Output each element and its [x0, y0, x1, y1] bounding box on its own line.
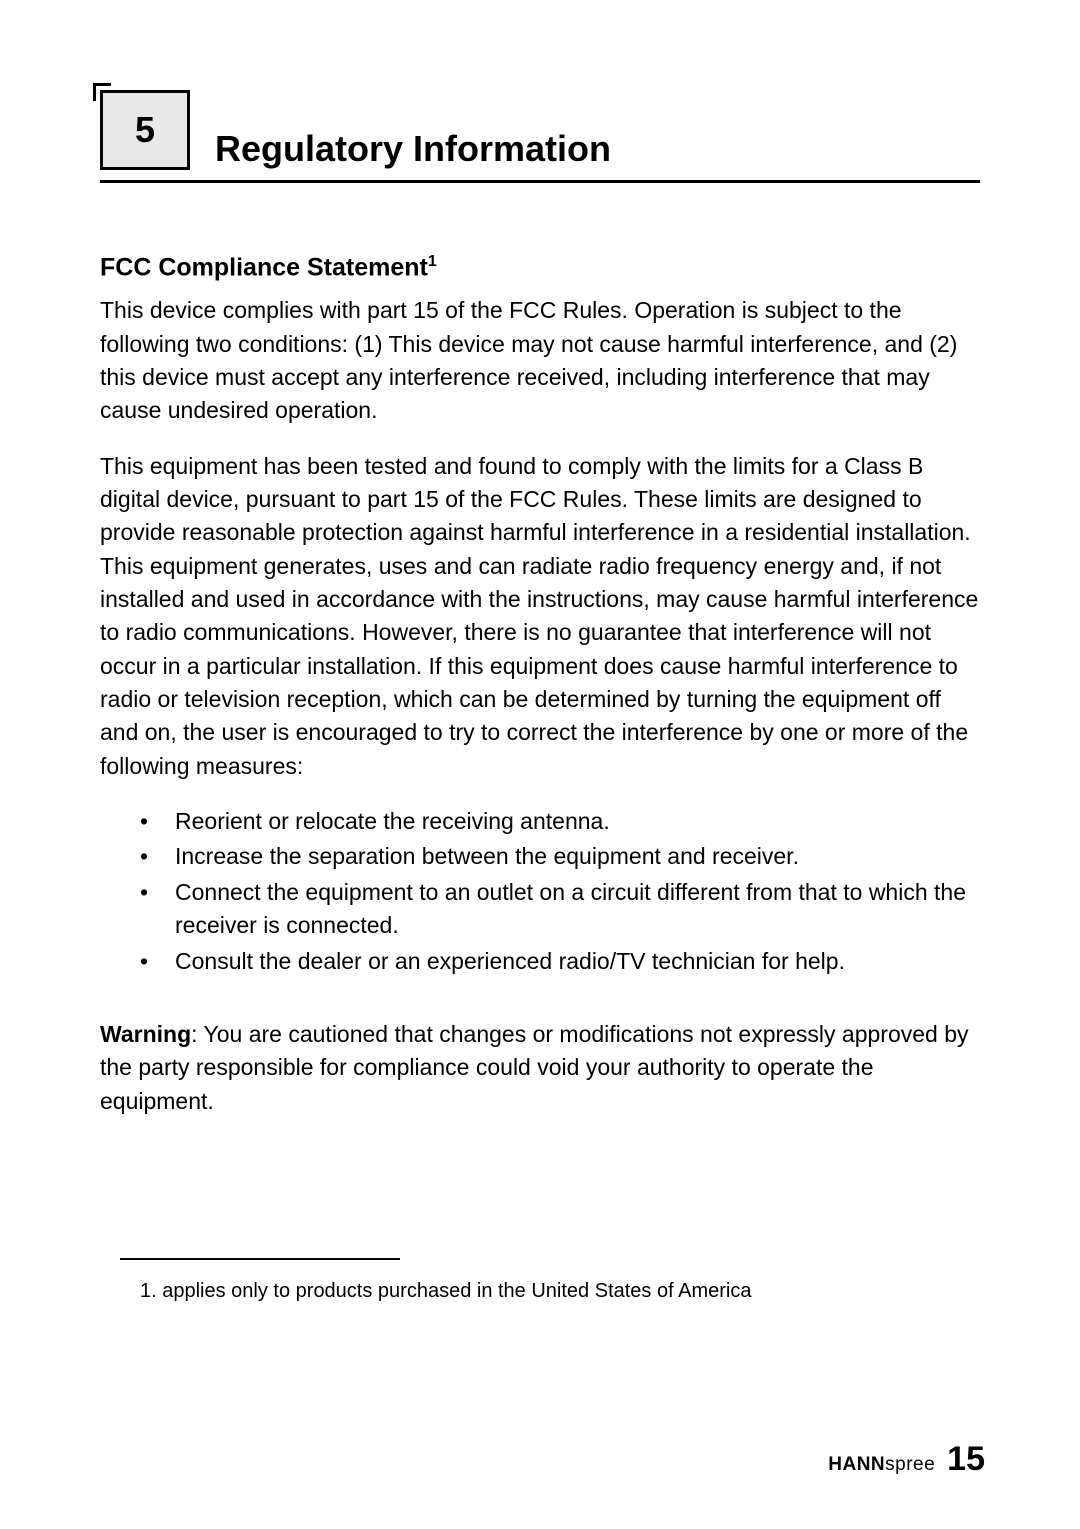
list-item: Increase the separation between the equi…	[140, 840, 980, 873]
subsection-title-text: FCC Compliance Statement	[100, 253, 428, 281]
paragraph-1: This device complies with part 15 of the…	[100, 294, 980, 427]
page-number: 15	[947, 1440, 985, 1479]
list-item: Connect the equipment to an outlet on a …	[140, 876, 980, 943]
brand-bold: HANN	[828, 1454, 885, 1475]
bullet-list: Reorient or relocate the receiving anten…	[100, 805, 980, 978]
warning-label: Warning	[100, 1021, 191, 1047]
footnote-divider	[120, 1258, 400, 1260]
page-content: 5 Regulatory Information FCC Compliance …	[0, 0, 1080, 1363]
brand-rest: spree	[885, 1454, 935, 1475]
footnote: 1. applies only to products purchased in…	[100, 1280, 980, 1303]
list-item: Consult the dealer or an experienced rad…	[140, 945, 980, 978]
list-item: Reorient or relocate the receiving anten…	[140, 805, 980, 838]
section-number-decoration	[93, 83, 111, 101]
page-footer: HANNspree 15	[828, 1440, 985, 1479]
section-header: 5 Regulatory Information	[100, 90, 980, 183]
title-underline	[100, 180, 980, 183]
subsection-title: FCC Compliance Statement1	[100, 253, 980, 282]
footnote-marker: 1	[428, 253, 437, 270]
section-number-box: 5	[100, 90, 190, 170]
section-number: 5	[135, 109, 155, 151]
section-title: Regulatory Information	[100, 90, 980, 170]
warning-paragraph: Warning: You are cautioned that changes …	[100, 1018, 980, 1118]
warning-text: : You are cautioned that changes or modi…	[100, 1021, 969, 1114]
paragraph-2: This equipment has been tested and found…	[100, 450, 980, 783]
brand-name: HANNspree	[828, 1454, 935, 1476]
